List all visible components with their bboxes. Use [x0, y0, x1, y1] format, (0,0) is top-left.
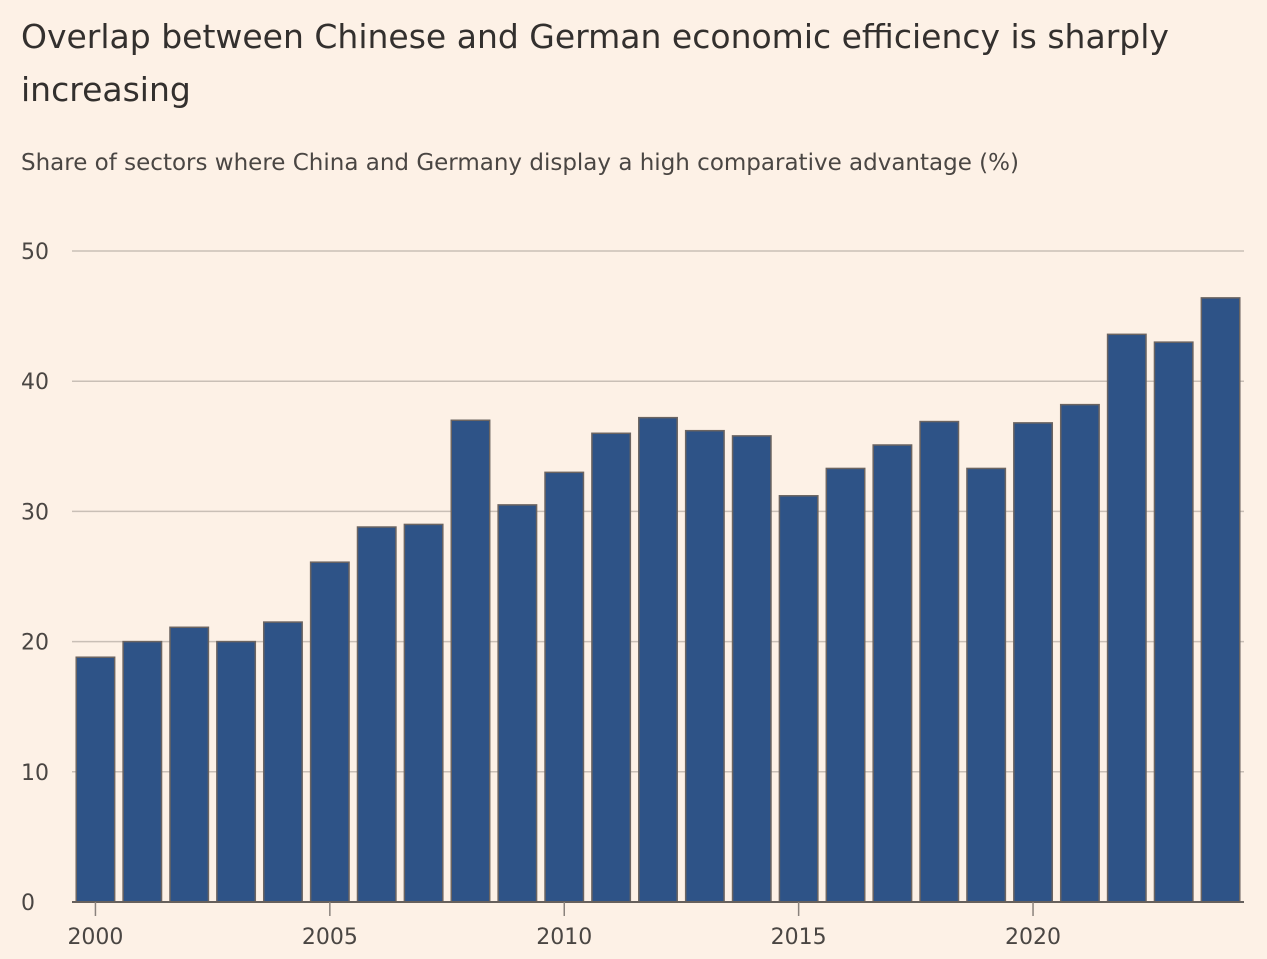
- bar-2019: [966, 467, 1007, 903]
- bar-2009: [497, 504, 538, 903]
- bar-2001: [122, 640, 163, 903]
- bar-2016: [825, 467, 866, 903]
- x-tick-label: 2010: [536, 925, 592, 950]
- bar-2010: [544, 471, 585, 903]
- y-tick-label: 40: [21, 370, 49, 395]
- bar-2005: [309, 561, 350, 903]
- bar-2007: [403, 523, 444, 903]
- bar-2020: [1013, 422, 1054, 903]
- chart-title: Overlap between Chinese and German econo…: [21, 17, 1169, 109]
- bar-2002: [169, 626, 210, 903]
- bar-2012: [638, 416, 678, 903]
- bar-2017: [872, 444, 913, 903]
- bar-2008: [450, 419, 491, 903]
- x-tick-label: 2015: [771, 925, 827, 950]
- x-tick-label: 2000: [67, 925, 123, 950]
- bar-2011: [591, 432, 632, 903]
- bar-2013: [684, 429, 725, 903]
- y-tick-label: 0: [21, 891, 35, 916]
- y-tick-label: 30: [21, 500, 49, 525]
- bar-2021: [1059, 403, 1100, 903]
- bar-2015: [778, 495, 819, 903]
- y-tick-label: 10: [21, 761, 49, 786]
- y-tick-label: 20: [21, 631, 49, 656]
- bar-2014: [731, 435, 772, 903]
- bar-2018: [919, 420, 960, 903]
- x-tick-label: 2005: [302, 925, 358, 950]
- bar-2024: [1200, 297, 1241, 903]
- x-tick-label: 2020: [1005, 925, 1061, 950]
- chart-subtitle: Share of sectors where China and Germany…: [21, 150, 1019, 176]
- bar-2004: [262, 621, 303, 903]
- bar-2006: [356, 526, 397, 903]
- bar-2000: [75, 656, 116, 903]
- bar-2003: [216, 640, 257, 903]
- y-tick-label: 50: [21, 240, 49, 265]
- bar-2022: [1106, 333, 1147, 903]
- bar-2023: [1153, 341, 1194, 903]
